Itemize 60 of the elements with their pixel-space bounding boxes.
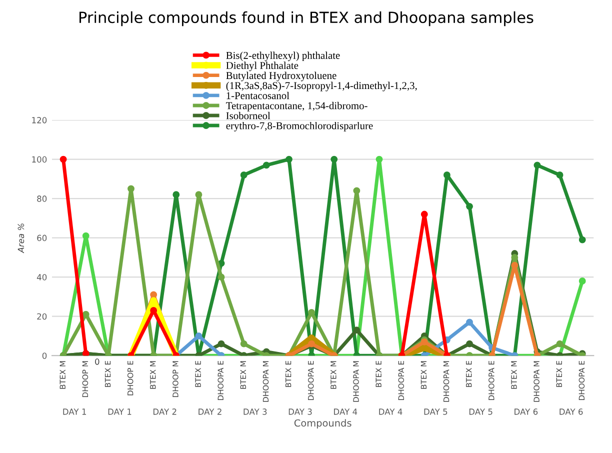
point <box>376 156 383 163</box>
point <box>150 291 158 298</box>
legend-label: erythro-7,8-Bromochlorodisparlure <box>226 122 373 132</box>
y-tick-label: 120 <box>32 117 47 124</box>
point <box>353 326 360 334</box>
point <box>466 202 473 210</box>
point <box>420 210 428 218</box>
point <box>82 232 90 240</box>
text: DAY 2 <box>198 408 222 415</box>
point <box>578 236 586 244</box>
text: DAY 6 <box>514 408 538 415</box>
legend-label: 1-Pentacosanol <box>226 92 290 100</box>
legend-label: Bis(2-ethylhexyl) phthalate <box>226 52 340 62</box>
y-tick-label: 40 <box>36 274 47 280</box>
point <box>466 318 473 326</box>
text: DAY 4 <box>379 408 402 415</box>
point <box>172 191 180 198</box>
point <box>286 156 292 163</box>
point <box>534 162 541 169</box>
y-tick-label: 60 <box>37 234 47 242</box>
text: DAY 3 <box>288 408 312 415</box>
text: 0 <box>95 358 100 365</box>
chart-title: Principle compounds found in BTEX and Dhoopana samples <box>80 11 534 26</box>
point <box>466 340 473 348</box>
text: DAY 4 <box>334 408 358 415</box>
point <box>330 156 338 163</box>
y-tick-label: 20 <box>37 313 47 320</box>
point <box>240 172 248 178</box>
y-tick-label: 80 <box>37 196 47 202</box>
text: DAY 2 <box>153 408 176 415</box>
point <box>511 254 518 261</box>
text: DAY 1 <box>63 408 86 415</box>
point <box>556 340 564 348</box>
text: DAY 1 <box>108 408 132 415</box>
point <box>128 185 134 192</box>
text: DAY 5 <box>469 408 492 415</box>
y-axis-title: Area % <box>18 224 24 254</box>
legend-label: Tetrapentacontane, 1,54-dibromo- <box>226 102 368 112</box>
y-tick-label: 0 <box>42 352 47 359</box>
legend-label: Butylated Hydroxytoluene <box>226 72 336 82</box>
point <box>218 274 225 281</box>
legend-label: (1R,3aS,8aS)-7-Isopropyl-1,4-dimethyl-1,2,3, <box>226 82 417 92</box>
text: DAY 6 <box>560 408 583 415</box>
point <box>60 156 67 163</box>
point <box>353 187 360 194</box>
legend-label: Diethyl Phthalate <box>226 62 298 72</box>
point <box>240 340 248 348</box>
point <box>218 340 225 348</box>
y-tick-label: 100 <box>32 156 47 163</box>
point <box>195 332 202 340</box>
legend-label: Isoborneol <box>226 112 270 120</box>
point <box>262 162 270 169</box>
x-axis-title: Compounds <box>294 419 352 429</box>
point <box>511 262 518 269</box>
text: DAY 3 <box>244 408 267 415</box>
point <box>578 278 586 284</box>
point <box>556 172 564 178</box>
point <box>443 172 450 178</box>
text: DAY 5 <box>424 408 448 415</box>
point <box>195 191 202 198</box>
